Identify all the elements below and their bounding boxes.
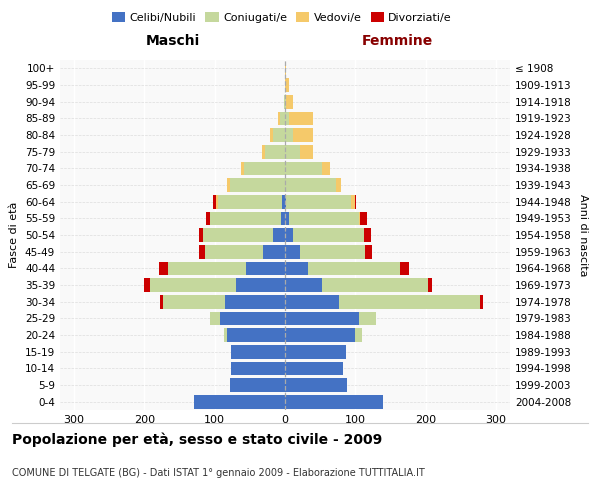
Bar xyxy=(263,245,285,258)
Bar xyxy=(218,195,282,208)
Text: Femmine: Femmine xyxy=(362,34,433,48)
Bar xyxy=(355,195,356,208)
Bar xyxy=(273,128,285,142)
Bar xyxy=(210,312,220,325)
Bar xyxy=(265,145,285,158)
Bar xyxy=(244,162,285,175)
Bar xyxy=(285,95,286,108)
Bar xyxy=(365,245,372,258)
Bar xyxy=(280,112,285,125)
Bar xyxy=(262,145,265,158)
Bar xyxy=(301,145,313,158)
Bar xyxy=(224,328,227,342)
Bar xyxy=(282,195,285,208)
Bar xyxy=(322,162,330,175)
Bar xyxy=(285,395,383,408)
Bar xyxy=(360,212,367,225)
Bar xyxy=(281,212,285,225)
Bar xyxy=(285,62,286,75)
Bar xyxy=(212,195,216,208)
Y-axis label: Anni di nascita: Anni di nascita xyxy=(578,194,588,276)
Bar xyxy=(364,228,371,242)
Bar xyxy=(167,262,247,275)
Bar xyxy=(225,295,285,308)
Bar xyxy=(210,212,281,225)
Bar xyxy=(231,345,285,358)
Bar xyxy=(150,278,236,292)
Bar xyxy=(220,312,285,325)
Bar xyxy=(206,212,210,225)
Bar xyxy=(159,262,167,275)
Bar xyxy=(285,312,359,325)
Bar xyxy=(205,245,263,258)
Text: COMUNE DI TELGATE (BG) - Dati ISTAT 1° gennaio 2009 - Elaborazione TUTTITALIA.IT: COMUNE DI TELGATE (BG) - Dati ISTAT 1° g… xyxy=(12,468,425,477)
Text: Popolazione per età, sesso e stato civile - 2009: Popolazione per età, sesso e stato civil… xyxy=(12,432,382,447)
Bar xyxy=(145,278,150,292)
Bar xyxy=(359,212,360,225)
Bar xyxy=(285,162,322,175)
Bar xyxy=(160,295,163,308)
Bar xyxy=(199,228,203,242)
Bar xyxy=(284,95,285,108)
Bar xyxy=(203,228,273,242)
Bar xyxy=(285,328,355,342)
Bar xyxy=(236,278,285,292)
Bar xyxy=(285,262,308,275)
Bar xyxy=(269,128,273,142)
Bar xyxy=(286,95,293,108)
Bar xyxy=(285,228,293,242)
Bar xyxy=(308,262,400,275)
Bar xyxy=(339,295,480,308)
Bar xyxy=(163,295,225,308)
Bar xyxy=(285,245,301,258)
Bar xyxy=(227,328,285,342)
Bar xyxy=(273,228,285,242)
Bar xyxy=(278,112,280,125)
Bar xyxy=(230,178,285,192)
Bar xyxy=(285,345,346,358)
Bar xyxy=(285,378,347,392)
Bar xyxy=(289,112,313,125)
Bar xyxy=(355,328,362,342)
Bar xyxy=(286,195,351,208)
Bar xyxy=(301,245,365,258)
Bar xyxy=(216,195,218,208)
Bar xyxy=(351,195,355,208)
Bar xyxy=(231,362,285,375)
Legend: Celibi/Nubili, Coniugati/e, Vedovi/e, Divorziati/e: Celibi/Nubili, Coniugati/e, Vedovi/e, Di… xyxy=(107,8,457,28)
Bar xyxy=(293,228,364,242)
Bar xyxy=(194,395,285,408)
Bar xyxy=(428,278,432,292)
Bar xyxy=(400,262,409,275)
Bar xyxy=(227,178,230,192)
Bar xyxy=(285,195,286,208)
Bar xyxy=(285,362,343,375)
Bar xyxy=(247,262,285,275)
Y-axis label: Fasce di età: Fasce di età xyxy=(10,202,19,268)
Bar xyxy=(285,128,293,142)
Bar xyxy=(285,145,301,158)
Bar xyxy=(199,245,205,258)
Bar xyxy=(285,212,289,225)
Bar xyxy=(289,212,359,225)
Bar xyxy=(359,312,376,325)
Bar xyxy=(285,278,322,292)
Bar xyxy=(285,295,339,308)
Bar xyxy=(480,295,483,308)
Bar xyxy=(293,128,313,142)
Text: Maschi: Maschi xyxy=(145,34,200,48)
Bar xyxy=(285,112,289,125)
Bar xyxy=(322,278,428,292)
Bar xyxy=(230,378,285,392)
Bar xyxy=(241,162,244,175)
Bar xyxy=(335,178,341,192)
Bar xyxy=(285,78,289,92)
Bar xyxy=(285,178,335,192)
